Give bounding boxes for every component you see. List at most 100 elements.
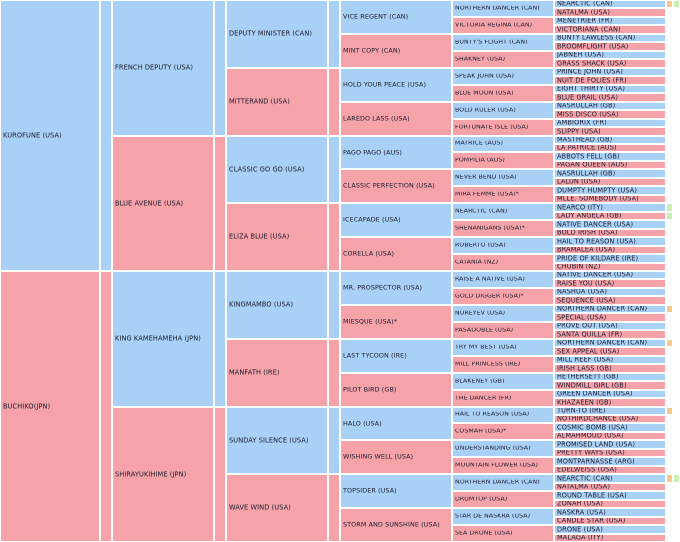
- pedigree-cell-g6[interactable]: CHUBIN (NZ): [554, 263, 666, 271]
- pedigree-cell-g4[interactable]: CORELLA (USA): [340, 237, 452, 271]
- pedigree-cell-g5[interactable]: THE DANCER (FR): [452, 390, 554, 407]
- pedigree-cell-g6[interactable]: NATIVE DANCER (USA): [554, 271, 666, 279]
- pedigree-cell-g6[interactable]: AMBIORIX (FR): [554, 119, 666, 127]
- pedigree-cell-g5[interactable]: SHENANIGANS (USA)*: [452, 220, 554, 237]
- pedigree-cell-g5[interactable]: SEA DRONE (USA): [452, 525, 554, 542]
- pedigree-cell-g6[interactable]: NOTHIRDCHANCE (USA): [554, 415, 666, 423]
- pedigree-cell-g5[interactable]: SHAKNEY (USA): [452, 51, 554, 68]
- pedigree-cell-g6[interactable]: HAIL TO REASON (USA): [554, 237, 666, 246]
- pedigree-cell-g6[interactable]: NEARCTIC (CAN): [554, 0, 666, 8]
- pedigree-cell-g3[interactable]: KINGMAMBO (USA): [226, 271, 328, 339]
- pedigree-cell-g6[interactable]: NASRULLAH (GB): [554, 102, 666, 110]
- pedigree-cell-g6[interactable]: NUIT DE FOLIES (FR): [554, 76, 666, 85]
- pedigree-cell-g6[interactable]: JABNEH (USA): [554, 51, 666, 59]
- pedigree-cell-g6[interactable]: NORTHERN DANCER (CAN): [554, 339, 666, 347]
- pedigree-cell-g1[interactable]: KUROFUNE (USA): [0, 0, 100, 271]
- pedigree-cell-g5[interactable]: ROBERTO (USA): [452, 237, 554, 254]
- pedigree-cell-g6[interactable]: PROMISED LAND (USA): [554, 440, 666, 449]
- pedigree-cell-g6[interactable]: PRINCE JOHN (USA): [554, 68, 666, 76]
- pedigree-cell-g6[interactable]: ROUND TABLE (USA): [554, 491, 666, 500]
- pedigree-cell-g6[interactable]: COSMIC BOMB (USA): [554, 423, 666, 432]
- pedigree-cell-g5[interactable]: BLAKENEY (GB): [452, 373, 554, 390]
- pedigree-cell-g3[interactable]: SUNDAY SILENCE (USA): [226, 407, 328, 474]
- pedigree-cell-g5[interactable]: MATRICE (AUS): [452, 136, 554, 152]
- pedigree-cell-g6[interactable]: HETHERSETT (GB): [554, 373, 666, 381]
- pedigree-cell-g5[interactable]: BUNTY'S FLIGHT (CAN): [452, 34, 554, 51]
- pedigree-cell-g4[interactable]: TOPSIDER (USA): [340, 474, 452, 508]
- pedigree-cell-g5[interactable]: UNDERSTANDING (USA): [452, 440, 554, 457]
- pedigree-cell-g5[interactable]: MIRA FEMME (USA)*: [452, 186, 554, 203]
- pedigree-cell-g6[interactable]: MLLE. SOMEBODY (USA): [554, 195, 666, 203]
- pedigree-cell-g4[interactable]: LAREDO LASS (USA): [340, 102, 452, 136]
- pedigree-cell-g6[interactable]: SANTA QUILLA (FR): [554, 330, 666, 339]
- pedigree-cell-g4[interactable]: ICECAPADE (USA): [340, 203, 452, 237]
- pedigree-cell-g6[interactable]: NASKRA (USA): [554, 508, 666, 517]
- pedigree-cell-g6[interactable]: MASTHEAD (GB): [554, 136, 666, 144]
- pedigree-cell-g5[interactable]: NORTHERN DANCER (CAN): [452, 474, 554, 491]
- pedigree-cell-g6[interactable]: SPECIAL (USA): [554, 313, 666, 322]
- pedigree-cell-g6[interactable]: MALAGA (ITY): [554, 534, 666, 542]
- pedigree-cell-g5[interactable]: RAISE A NATIVE (USA): [452, 271, 554, 288]
- pedigree-cell-g5[interactable]: CATANIA (NZ): [452, 254, 554, 271]
- pedigree-cell-g5[interactable]: PASADOBLE (USA): [452, 322, 554, 339]
- pedigree-cell-g4[interactable]: STORM AND SUNSHINE (USA): [340, 508, 452, 542]
- pedigree-cell-g5[interactable]: SPEAK JOHN (USA): [452, 68, 554, 85]
- pedigree-cell-g4[interactable]: MIESQUE (USA)*: [340, 305, 452, 339]
- pedigree-cell-g2[interactable]: FRENCH DEPUTY (USA): [112, 0, 214, 136]
- pedigree-cell-g5[interactable]: HAIL TO REASON (USA): [452, 407, 554, 423]
- pedigree-cell-g4[interactable]: PILOT BIRD (GB): [340, 373, 452, 407]
- pedigree-cell-g6[interactable]: SLIPPY (USA): [554, 127, 666, 136]
- pedigree-cell-g5[interactable]: BLUE MOON (USA): [452, 85, 554, 102]
- pedigree-cell-g3[interactable]: CLASSIC GO GO (USA): [226, 136, 328, 203]
- pedigree-cell-g6[interactable]: NATIVE DANCER (USA): [554, 220, 666, 229]
- pedigree-cell-g6[interactable]: NEARCTIC (CAN): [554, 474, 666, 483]
- pedigree-cell-g6[interactable]: BRAMALEA (USA): [554, 246, 666, 254]
- pedigree-cell-g3[interactable]: MANFATH (IRE): [226, 339, 328, 407]
- pedigree-cell-g6[interactable]: PAGAN QUEEN (AUS): [554, 161, 666, 169]
- pedigree-cell-g6[interactable]: NORTHERN DANCER (CAN): [554, 305, 666, 313]
- pedigree-cell-g5[interactable]: BOLD RULER (USA): [452, 102, 554, 119]
- pedigree-cell-g5[interactable]: DRUMTOP (USA): [452, 491, 554, 508]
- pedigree-cell-g5[interactable]: MILL PRINCESS (IRE): [452, 356, 554, 373]
- pedigree-cell-g5[interactable]: TRY MY BEST (USA): [452, 339, 554, 356]
- pedigree-cell-g5[interactable]: STAR DE NASKRA (USA): [452, 508, 554, 525]
- pedigree-cell-g2[interactable]: SHIRAYUKIHIME (JPN): [112, 407, 214, 542]
- pedigree-cell-g6[interactable]: GRASS SHACK (USA): [554, 59, 666, 68]
- pedigree-cell-g6[interactable]: GREEN DANCER (USA): [554, 390, 666, 398]
- pedigree-cell-g4[interactable]: HOLD YOUR PEACE (USA): [340, 68, 452, 102]
- pedigree-cell-g4[interactable]: HALO (USA): [340, 407, 452, 440]
- pedigree-cell-g6[interactable]: DUMPTY HUMPTY (USA): [554, 186, 666, 195]
- pedigree-cell-g6[interactable]: SEQUENCE (USA): [554, 296, 666, 305]
- pedigree-cell-g6[interactable]: WINDMILL GIRL (GB): [554, 381, 666, 390]
- pedigree-cell-g1[interactable]: BUCHIKO(JPN): [0, 271, 100, 542]
- pedigree-cell-g6[interactable]: MILL REEF (USA): [554, 356, 666, 364]
- pedigree-cell-g5[interactable]: MOUNTAIN FLOWER (USA): [452, 457, 554, 474]
- pedigree-cell-g6[interactable]: BUNTY LAWLESS (CAN): [554, 34, 666, 42]
- pedigree-cell-g6[interactable]: TURN-TO (IRE): [554, 407, 666, 415]
- pedigree-cell-g4[interactable]: MINT COPY (CAN): [340, 34, 452, 68]
- pedigree-cell-g6[interactable]: MONTPARNASSE (ARG): [554, 457, 666, 466]
- pedigree-cell-g6[interactable]: LADY ANGELA (GB): [554, 212, 666, 220]
- pedigree-cell-g4[interactable]: CLASSIC PERFECTION (USA): [340, 169, 452, 203]
- pedigree-cell-g2[interactable]: KING KAMEHAMEHA (JPN): [112, 271, 214, 407]
- pedigree-cell-g5[interactable]: FORTUNATE ISLE (USA): [452, 119, 554, 136]
- pedigree-cell-g4[interactable]: PAGO PAGO (AUS): [340, 136, 452, 169]
- pedigree-cell-g5[interactable]: NORTHERN DANCER (CAN): [452, 0, 554, 17]
- pedigree-cell-g5[interactable]: VICTORIA REGINA (CAN): [452, 17, 554, 34]
- pedigree-cell-g6[interactable]: IRISH LASS (GB): [554, 364, 666, 373]
- pedigree-cell-g6[interactable]: EDELWEISS (USA): [554, 466, 666, 474]
- pedigree-cell-g6[interactable]: NEARCO (ITY): [554, 203, 666, 212]
- pedigree-cell-g6[interactable]: NATALMA (USA): [554, 483, 666, 491]
- pedigree-cell-g6[interactable]: NASRULLAH (GB): [554, 169, 666, 178]
- pedigree-cell-g6[interactable]: MISS DISCO (USA): [554, 110, 666, 119]
- pedigree-cell-g6[interactable]: RAISE YOU (USA): [554, 279, 666, 288]
- pedigree-cell-g6[interactable]: ABBOTS FELL (GB): [554, 152, 666, 161]
- pedigree-cell-g2[interactable]: BLUE AVENUE (USA): [112, 136, 214, 271]
- pedigree-cell-g6[interactable]: BROOMFLIGHT (USA): [554, 42, 666, 51]
- pedigree-cell-g6[interactable]: ZONAH (USA): [554, 500, 666, 508]
- pedigree-cell-g6[interactable]: NATALMA (USA): [554, 8, 666, 17]
- pedigree-cell-g6[interactable]: DRONE (USA): [554, 525, 666, 534]
- pedigree-cell-g5[interactable]: POMPILIA (AUS): [452, 152, 554, 169]
- pedigree-cell-g6[interactable]: LA PATRICE (AUS): [554, 144, 666, 152]
- pedigree-cell-g3[interactable]: ELIZA BLUE (USA): [226, 203, 328, 271]
